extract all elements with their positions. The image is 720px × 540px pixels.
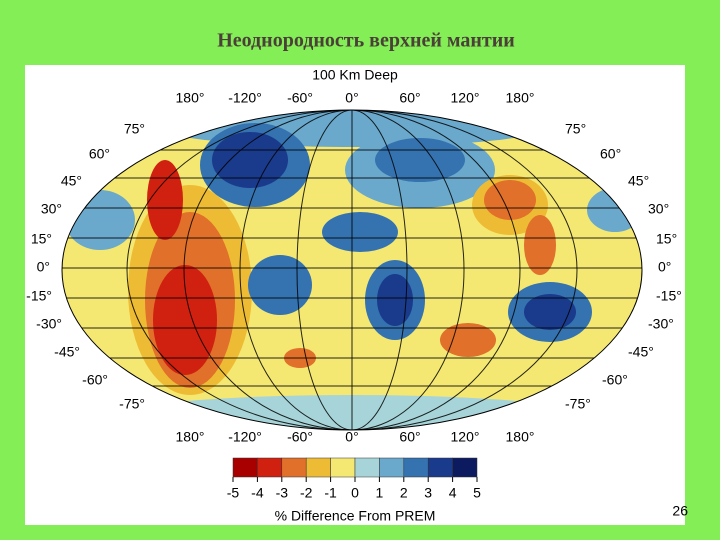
lat-label: -60° bbox=[602, 372, 628, 388]
colorbar-segment bbox=[281, 457, 307, 478]
colorbar-tick-label: -1 bbox=[324, 485, 337, 501]
lon-label: -120° bbox=[228, 429, 262, 445]
colorbar-segment bbox=[330, 457, 356, 478]
lat-label: 0° bbox=[37, 259, 50, 275]
colorbar-segment bbox=[379, 457, 405, 478]
map-subtitle: 100 Km Deep bbox=[312, 67, 398, 83]
lon-label: 60° bbox=[399, 90, 420, 106]
colorbar-tick-label: -3 bbox=[276, 485, 289, 501]
colorbar-tick-label: 3 bbox=[424, 485, 432, 501]
colorbar-segment bbox=[403, 457, 429, 478]
colorbar-label: % Difference From PREM bbox=[275, 508, 436, 524]
lat-label: -30° bbox=[36, 316, 62, 332]
lon-label: 0° bbox=[345, 429, 358, 445]
page-number: 26 bbox=[672, 503, 688, 519]
lat-label: 15° bbox=[656, 231, 677, 247]
lon-label: 180° bbox=[176, 90, 205, 106]
lon-label: 0° bbox=[345, 90, 358, 106]
lon-label: -60° bbox=[287, 90, 313, 106]
colorbar-tick-label: 2 bbox=[400, 485, 408, 501]
lat-label: -15° bbox=[26, 288, 52, 304]
colorbar-tick-label: -2 bbox=[300, 485, 313, 501]
slide-title: Неоднородность верхней мантии bbox=[217, 30, 515, 52]
lat-label: 30° bbox=[648, 201, 669, 217]
colorbar-segment bbox=[354, 457, 380, 478]
lat-label: 45° bbox=[628, 173, 649, 189]
lat-label: -45° bbox=[628, 344, 654, 360]
lat-label: 0° bbox=[658, 259, 671, 275]
colorbar-tick-label: -5 bbox=[227, 485, 240, 501]
lon-label: -120° bbox=[228, 90, 262, 106]
colorbar-tick-label: 4 bbox=[449, 485, 457, 501]
colorbar-segment bbox=[427, 457, 453, 478]
lon-label: 120° bbox=[451, 90, 480, 106]
lat-label: -60° bbox=[82, 372, 108, 388]
colorbar-segment bbox=[452, 457, 478, 478]
lat-label: 60° bbox=[600, 146, 621, 162]
lon-label: -60° bbox=[287, 429, 313, 445]
lat-label: 75° bbox=[565, 121, 586, 137]
colorbar-segment bbox=[305, 457, 331, 478]
lon-label: 120° bbox=[451, 429, 480, 445]
colorbar-tick-label: -4 bbox=[251, 485, 264, 501]
lat-label: 75° bbox=[124, 121, 145, 137]
lat-label: 60° bbox=[89, 146, 110, 162]
lon-label: 180° bbox=[506, 90, 535, 106]
colorbar-tick-label: 5 bbox=[473, 485, 481, 501]
lon-label: 60° bbox=[399, 429, 420, 445]
lat-label: -30° bbox=[648, 316, 674, 332]
colorbar-segment bbox=[257, 457, 283, 478]
lon-label: 180° bbox=[176, 429, 205, 445]
lat-label: -75° bbox=[565, 396, 591, 412]
lat-label: 15° bbox=[31, 231, 52, 247]
lat-label: -45° bbox=[54, 344, 80, 360]
lat-label: -15° bbox=[656, 288, 682, 304]
lat-label: -75° bbox=[119, 396, 145, 412]
lon-label: 180° bbox=[506, 429, 535, 445]
colorbar-segment bbox=[232, 457, 258, 478]
lat-label: 45° bbox=[61, 173, 82, 189]
colorbar-tick-label: 1 bbox=[376, 485, 384, 501]
map-border bbox=[61, 109, 643, 431]
lat-label: 30° bbox=[41, 201, 62, 217]
colorbar-tick-label: 0 bbox=[351, 485, 359, 501]
